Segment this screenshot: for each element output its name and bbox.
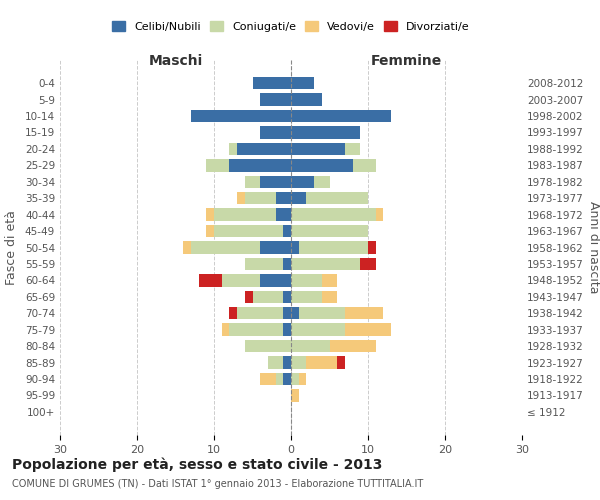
Bar	[368, 242, 376, 254]
Bar	[191, 242, 260, 254]
Text: COMUNE DI GRUMES (TN) - Dati ISTAT 1° gennaio 2013 - Elaborazione TUTTITALIA.IT: COMUNE DI GRUMES (TN) - Dati ISTAT 1° ge…	[12, 479, 423, 489]
Bar	[275, 208, 291, 221]
Bar	[345, 143, 360, 155]
Bar	[253, 290, 283, 303]
Bar	[283, 356, 291, 368]
Bar	[291, 258, 360, 270]
Bar	[291, 192, 307, 204]
Bar	[345, 307, 383, 320]
Bar	[237, 143, 291, 155]
Bar	[275, 192, 291, 204]
Bar	[237, 192, 245, 204]
Bar	[222, 274, 260, 286]
Bar	[260, 373, 275, 385]
Text: Femmine: Femmine	[371, 54, 442, 68]
Bar	[291, 77, 314, 90]
Bar	[283, 290, 291, 303]
Bar	[345, 324, 391, 336]
Bar	[275, 373, 283, 385]
Bar	[291, 126, 360, 138]
Bar	[291, 290, 322, 303]
Bar	[322, 274, 337, 286]
Bar	[253, 77, 291, 90]
Bar	[183, 242, 191, 254]
Bar	[214, 208, 275, 221]
Bar	[214, 225, 283, 237]
Bar	[206, 159, 229, 172]
Bar	[268, 356, 283, 368]
Bar	[229, 307, 237, 320]
Bar	[291, 143, 345, 155]
Bar	[206, 208, 214, 221]
Bar	[283, 258, 291, 270]
Bar	[283, 324, 291, 336]
Bar	[337, 356, 345, 368]
Bar	[283, 225, 291, 237]
Y-axis label: Anni di nascita: Anni di nascita	[587, 201, 600, 294]
Bar	[322, 290, 337, 303]
Bar	[291, 94, 322, 106]
Bar	[291, 225, 368, 237]
Bar	[299, 307, 345, 320]
Bar	[260, 94, 291, 106]
Bar	[314, 176, 329, 188]
Bar	[206, 225, 214, 237]
Bar	[199, 274, 222, 286]
Bar	[291, 340, 329, 352]
Bar	[283, 373, 291, 385]
Bar	[245, 258, 283, 270]
Bar	[283, 307, 291, 320]
Bar	[291, 373, 299, 385]
Bar	[260, 126, 291, 138]
Bar	[291, 242, 299, 254]
Bar	[229, 143, 237, 155]
Bar	[291, 176, 314, 188]
Bar	[291, 307, 299, 320]
Text: Popolazione per età, sesso e stato civile - 2013: Popolazione per età, sesso e stato civil…	[12, 458, 382, 472]
Bar	[307, 356, 337, 368]
Bar	[376, 208, 383, 221]
Bar	[260, 274, 291, 286]
Bar	[291, 389, 299, 402]
Bar	[245, 290, 253, 303]
Bar	[260, 242, 291, 254]
Legend: Celibi/Nubili, Coniugati/e, Vedovi/e, Divorziati/e: Celibi/Nubili, Coniugati/e, Vedovi/e, Di…	[108, 17, 474, 36]
Bar	[329, 340, 376, 352]
Bar	[245, 176, 260, 188]
Bar	[245, 340, 291, 352]
Bar	[307, 192, 368, 204]
Bar	[237, 307, 283, 320]
Bar	[291, 274, 322, 286]
Bar	[299, 373, 307, 385]
Bar	[353, 159, 376, 172]
Bar	[299, 242, 368, 254]
Y-axis label: Fasce di età: Fasce di età	[5, 210, 18, 285]
Bar	[291, 356, 307, 368]
Bar	[229, 324, 283, 336]
Bar	[291, 324, 345, 336]
Bar	[260, 176, 291, 188]
Bar	[245, 192, 275, 204]
Bar	[222, 324, 229, 336]
Text: Maschi: Maschi	[148, 54, 203, 68]
Bar	[229, 159, 291, 172]
Bar	[291, 110, 391, 122]
Bar	[360, 258, 376, 270]
Bar	[291, 208, 376, 221]
Bar	[291, 159, 353, 172]
Bar	[191, 110, 291, 122]
